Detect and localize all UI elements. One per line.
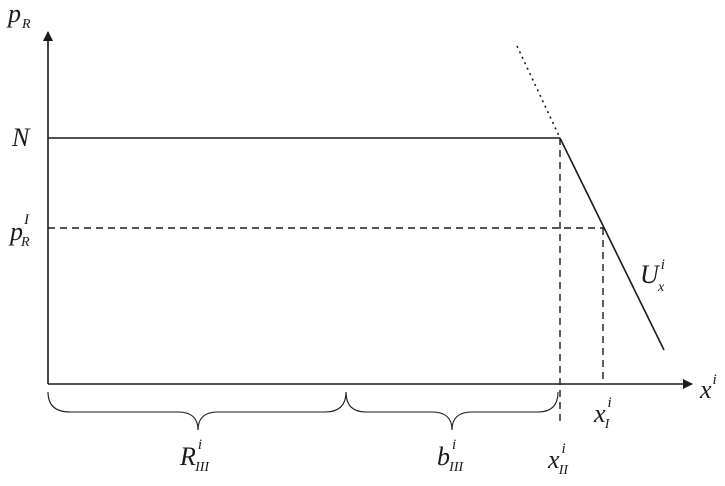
curve-u — [559, 137, 665, 351]
brace-r-iii — [47, 391, 347, 431]
brace-label-b-iii: b i III — [437, 437, 464, 475]
brace-b-iii — [345, 391, 559, 431]
y-axis-label: pR — [6, 0, 31, 32]
level-label-n: N — [11, 123, 31, 152]
x-axis-label: xi — [699, 372, 717, 404]
point-label-xii: x i II — [547, 441, 569, 478]
level-label-pri: pI R — [8, 212, 30, 250]
curve-dotted-extension — [516, 45, 561, 139]
